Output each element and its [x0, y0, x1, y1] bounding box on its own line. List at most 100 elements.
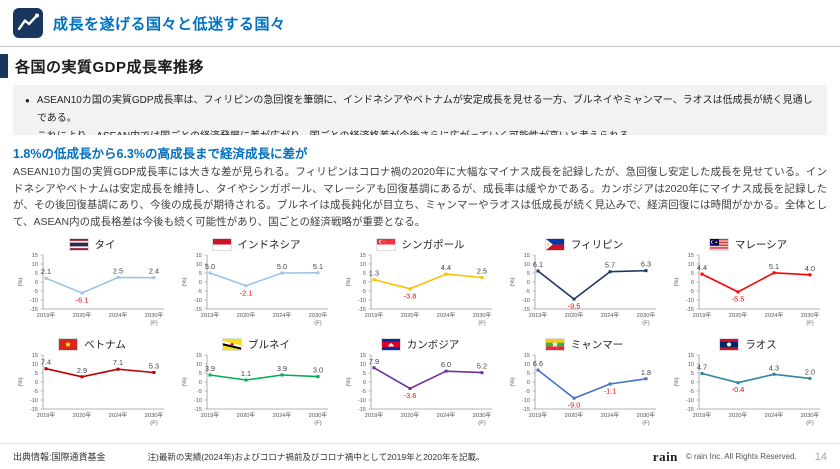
svg-text:2020年: 2020年 — [237, 411, 256, 419]
indonesia-flag-icon — [211, 237, 232, 251]
svg-text:2019年: 2019年 — [37, 311, 56, 319]
svg-text:2024年: 2024年 — [273, 311, 292, 319]
svg-text:15: 15 — [524, 253, 530, 259]
svg-text:2024年: 2024年 — [437, 411, 456, 419]
svg-text:0: 0 — [691, 380, 694, 386]
chart-country-header: シンガポール — [338, 236, 502, 252]
svg-text:5: 5 — [363, 271, 366, 277]
svg-text:-5: -5 — [689, 289, 694, 295]
page-number: 14 — [814, 450, 827, 463]
page-title: 成長を遂げる国々と低迷する国々 — [53, 15, 286, 33]
chart-country-header: マレーシア — [666, 236, 830, 252]
country-name: カンボジア — [406, 338, 460, 351]
data-label: 6.3 — [641, 260, 651, 269]
country-name: シンガポール — [401, 238, 465, 251]
singapore-flag-icon — [375, 237, 396, 251]
country-chart-brunei: ブルネイ (%) 15 10 5 0 -5 -10 -15 2019年 2020年 2024年 2030… — [174, 334, 338, 434]
data-label: -2.1 — [240, 288, 253, 297]
charts-grid: タイ (%) 15 10 5 0 -5 -10 -15 2019年 2020年 2024年 2030年(… — [10, 234, 830, 434]
country-name: ラオス — [745, 338, 777, 351]
data-label: 5.7 — [605, 261, 615, 270]
svg-text:2024年: 2024年 — [601, 311, 620, 319]
svg-text:-15: -15 — [30, 307, 38, 313]
data-label: 6.0 — [441, 360, 451, 369]
data-label: 6.1 — [533, 260, 543, 269]
svg-text:10: 10 — [524, 262, 530, 268]
svg-text:2030年: 2030年 — [637, 311, 656, 319]
svg-text:-10: -10 — [522, 398, 530, 404]
data-label: -1.1 — [604, 387, 617, 396]
svg-text:2024年: 2024年 — [109, 411, 128, 419]
forecast-mark: (F) — [150, 421, 157, 427]
body-paragraph: ASEAN10カ国の実質GDP成長率には大きな差が見られる。フィリピンはコロナ禍… — [13, 166, 827, 228]
svg-text:0: 0 — [199, 280, 202, 286]
svg-text:2024年: 2024年 — [765, 311, 784, 319]
svg-text:10: 10 — [524, 362, 530, 368]
svg-text:2024年: 2024年 — [601, 411, 620, 419]
svg-text:10: 10 — [688, 362, 694, 368]
svg-text:0: 0 — [363, 380, 366, 386]
svg-text:-15: -15 — [686, 307, 694, 313]
country-chart-indonesia: インドネシア (%) 15 10 5 0 -5 -10 -15 2019年 2020年 2024年 20… — [174, 234, 338, 334]
svg-text:-10: -10 — [358, 398, 366, 404]
data-label: 3.9 — [205, 364, 215, 373]
svg-text:2020年: 2020年 — [565, 411, 584, 419]
data-label: 2.4 — [149, 267, 159, 276]
data-label: 2.0 — [805, 367, 815, 376]
svg-text:-10: -10 — [194, 298, 202, 304]
svg-text:-5: -5 — [361, 289, 366, 295]
svg-text:-5: -5 — [525, 389, 530, 395]
country-name: フィリピン — [570, 238, 624, 251]
data-label: 7.1 — [113, 358, 123, 367]
data-label: -5.5 — [732, 294, 745, 303]
svg-text:2024年: 2024年 — [437, 311, 456, 319]
data-label: 1.3 — [369, 269, 379, 278]
svg-text:-5: -5 — [689, 389, 694, 395]
bullet-icon: ● — [25, 96, 30, 105]
country-chart-malaysia: マレーシア (%) 15 10 5 0 -5 -10 -15 2019年 2020年 2024年 203… — [666, 234, 830, 334]
svg-text:2024年: 2024年 — [765, 411, 784, 419]
summary-box: ● ASEAN10カ国の実質GDP成長率は、フィリピンの急回復を筆頭に、インドネ… — [13, 85, 827, 135]
svg-text:2020年: 2020年 — [73, 411, 92, 419]
svg-text:2030年: 2030年 — [801, 311, 820, 319]
data-label: 2.5 — [113, 267, 123, 276]
y-axis-label: (%) — [18, 377, 24, 386]
svg-text:2019年: 2019年 — [693, 411, 712, 419]
svg-text:0: 0 — [527, 380, 530, 386]
malaysia-flag-icon — [708, 237, 729, 251]
data-label: -6.1 — [76, 296, 89, 305]
svg-text:-15: -15 — [194, 307, 202, 313]
svg-text:-15: -15 — [358, 307, 366, 313]
svg-text:-15: -15 — [522, 407, 530, 413]
data-label: 3.9 — [277, 364, 287, 373]
y-axis-label: (%) — [346, 377, 352, 386]
svg-text:2019年: 2019年 — [529, 311, 548, 319]
chart-country-header: ベトナム — [10, 336, 174, 352]
svg-text:2030年: 2030年 — [801, 411, 820, 419]
svg-text:-15: -15 — [522, 307, 530, 313]
country-name: ブルネイ — [248, 338, 290, 351]
data-label: 1.8 — [641, 368, 651, 377]
section-title: 各国の実質GDP成長率推移 — [15, 58, 205, 76]
forecast-mark: (F) — [806, 421, 813, 427]
country-chart-thailand: タイ (%) 15 10 5 0 -5 -10 -15 2019年 2020年 2024年 2030年(… — [10, 234, 174, 334]
svg-text:-15: -15 — [358, 407, 366, 413]
data-label: 2.9 — [77, 366, 87, 375]
svg-text:-5: -5 — [361, 389, 366, 395]
svg-text:2024年: 2024年 — [109, 311, 128, 319]
footnote: 注)最新の実績(2024年)およびコロナ禍前及びコロナ禍中として2019年と20… — [147, 451, 485, 462]
svg-text:15: 15 — [360, 253, 366, 259]
summary-bullet-text: これにより、ASEAN内では国ごとの経済発展に差が広がり、国ごとの経済格差が今後… — [37, 128, 639, 135]
svg-text:2019年: 2019年 — [365, 311, 384, 319]
y-axis-label: (%) — [674, 377, 680, 386]
data-label: 5.0 — [205, 262, 215, 271]
svg-text:5: 5 — [199, 371, 202, 377]
bullet-icon: ● — [25, 128, 30, 135]
y-axis-label: (%) — [674, 277, 680, 286]
section-title-row: 各国の実質GDP成長率推移 — [0, 54, 840, 78]
